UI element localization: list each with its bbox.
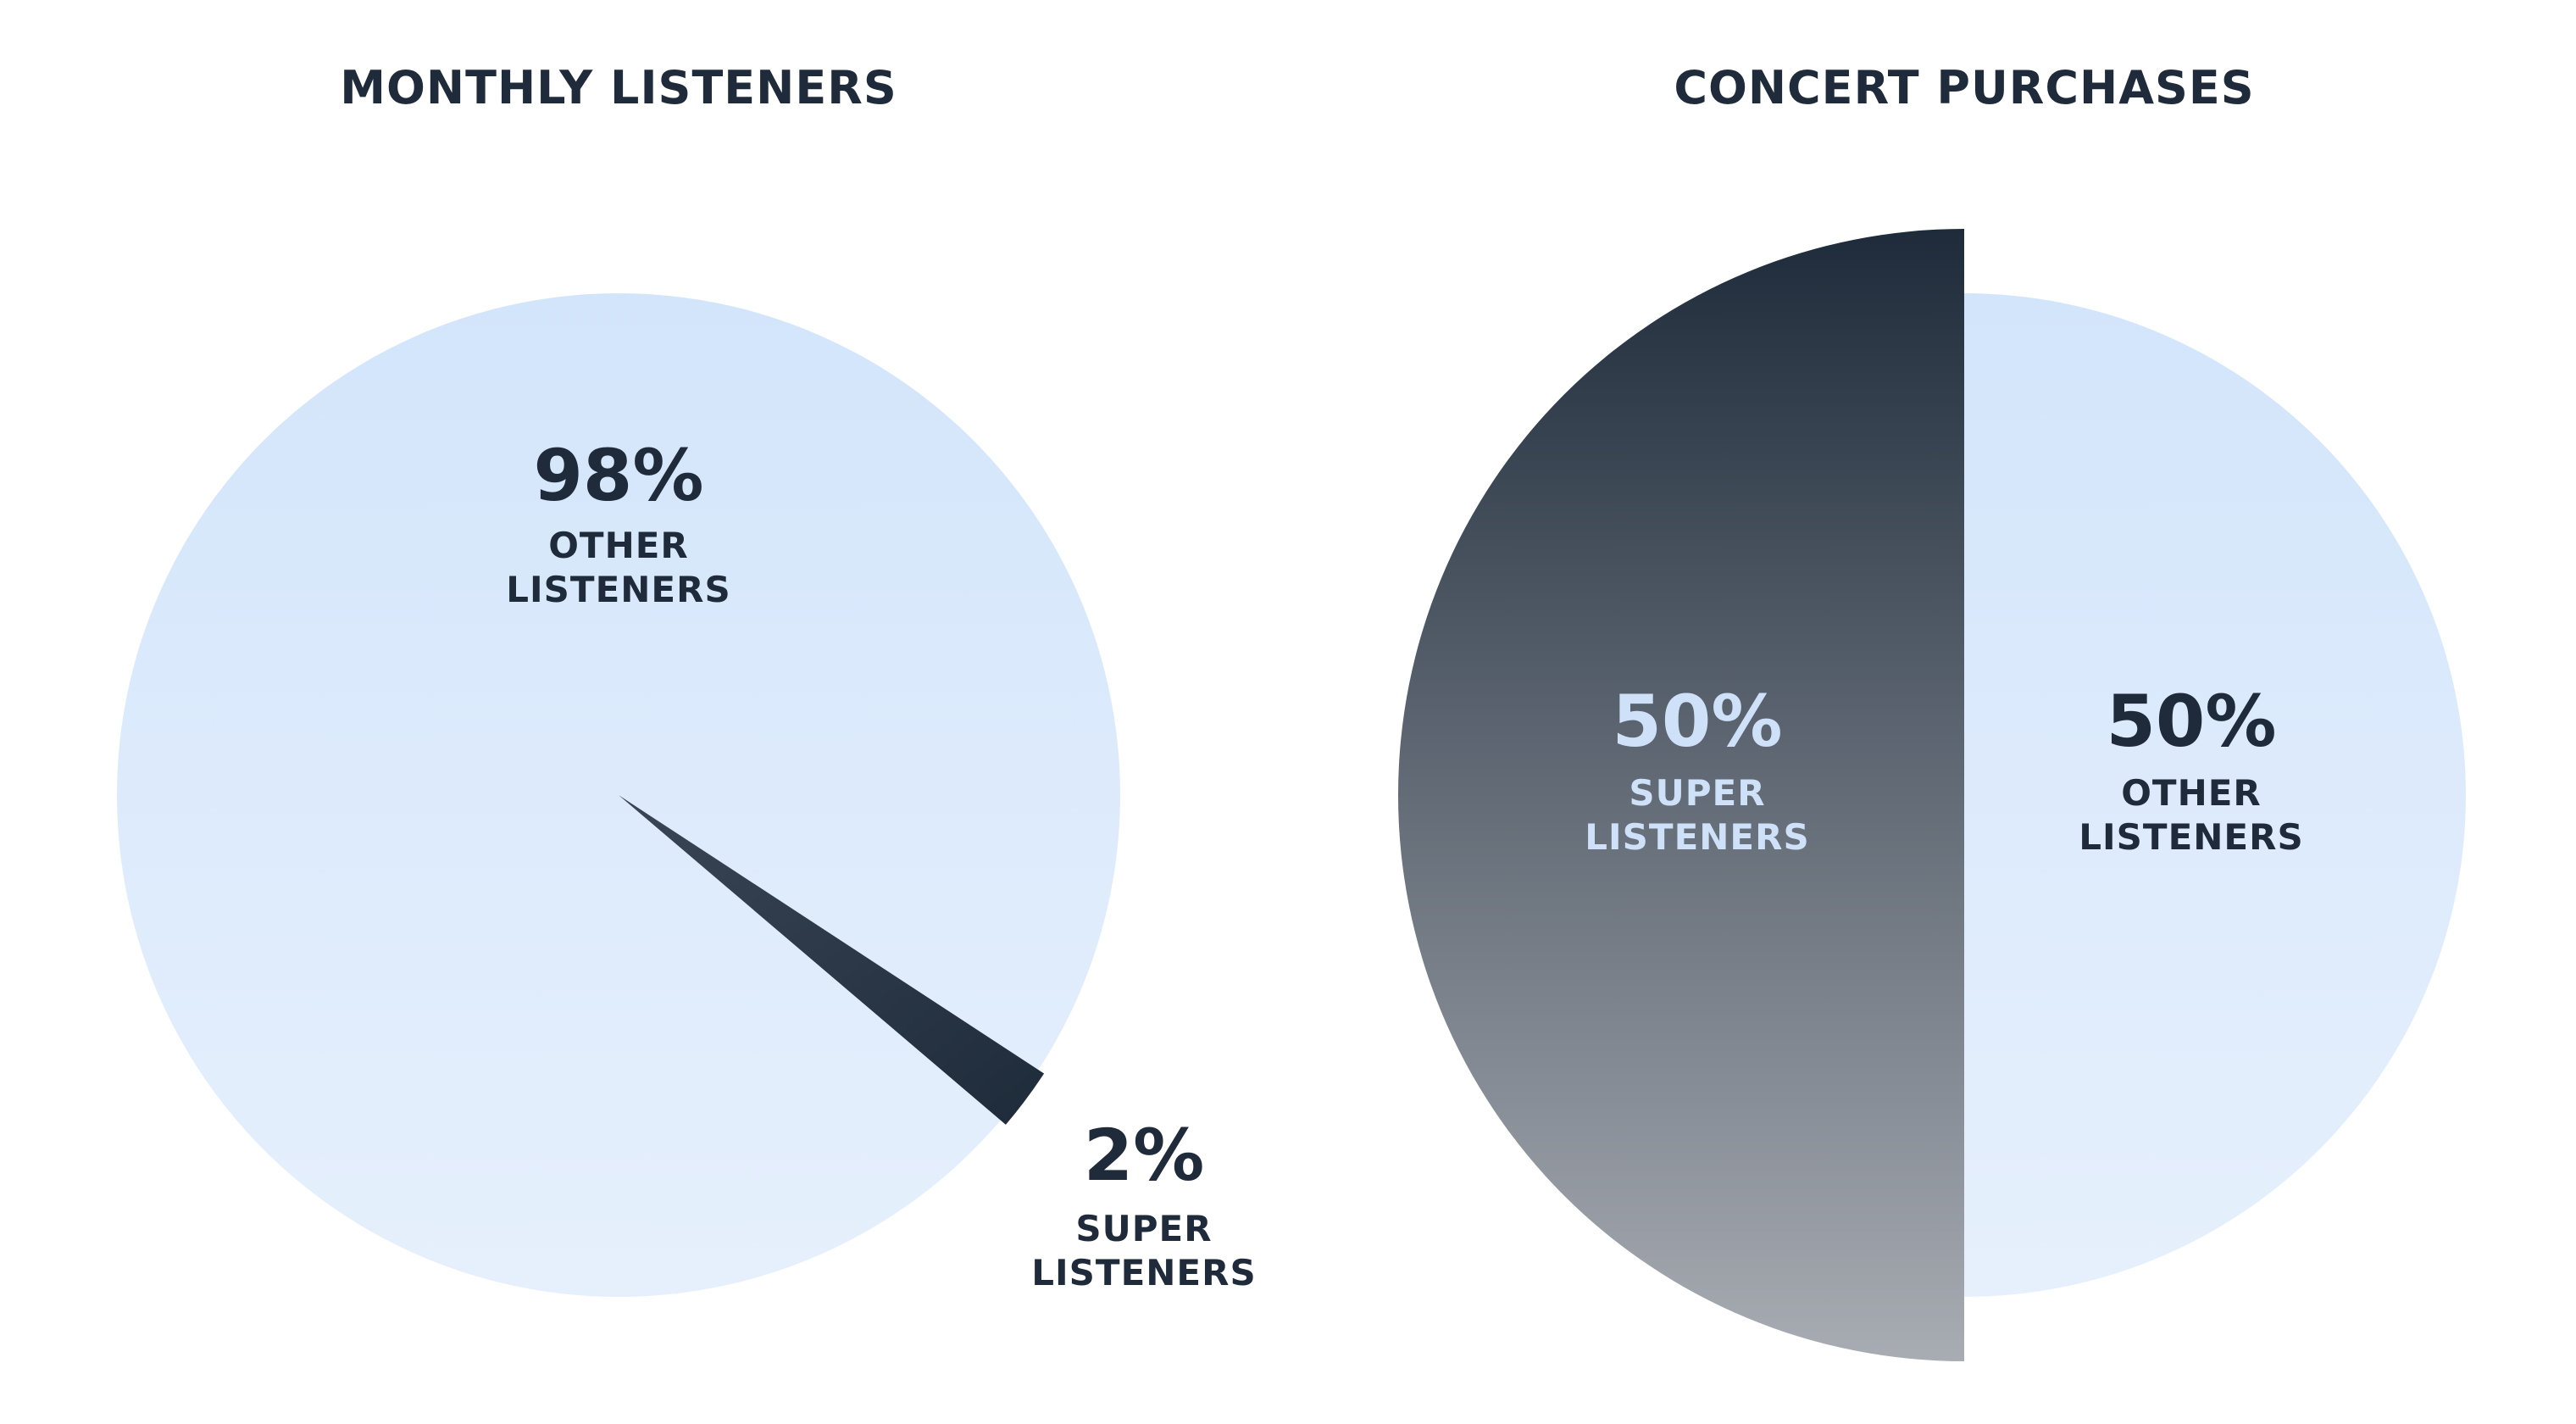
pie-slice-other-listeners [117,292,1121,1297]
slice-label-line: OTHER [548,525,689,566]
slice-label-line: LISTENERS [506,569,730,610]
slice-label-line: LISTENERS [1031,1252,1256,1293]
pie-slice-super-listeners [619,795,1045,1125]
slice-label-line: SUPER [1629,772,1765,814]
slice-value-label: 50% [1612,680,1782,763]
chart-title: CONCERT PURCHASES [1674,61,2254,114]
slice-value-label: 50% [2106,680,2276,763]
monthly-listeners-chart: MONTHLY LISTENERS 98% OTHER LISTENERS 2%… [117,61,1256,1297]
slice-value-label: 2% [1084,1114,1205,1197]
slice-value-label: 98% [533,434,703,517]
slice-label-line: LISTENERS [2079,816,2303,858]
chart-title: MONTHLY LISTENERS [340,61,897,114]
slice-label-line: SUPER [1075,1208,1212,1249]
pie-slice-other-listeners [1964,293,2466,1297]
concert-purchases-chart: CONCERT PURCHASES 50% SUPER LISTENERS 50… [1398,61,2466,1361]
slice-label-line: OTHER [2121,772,2262,814]
slice-label-line: LISTENERS [1585,816,1809,858]
pie-slice-super-listeners [1398,229,1964,1361]
